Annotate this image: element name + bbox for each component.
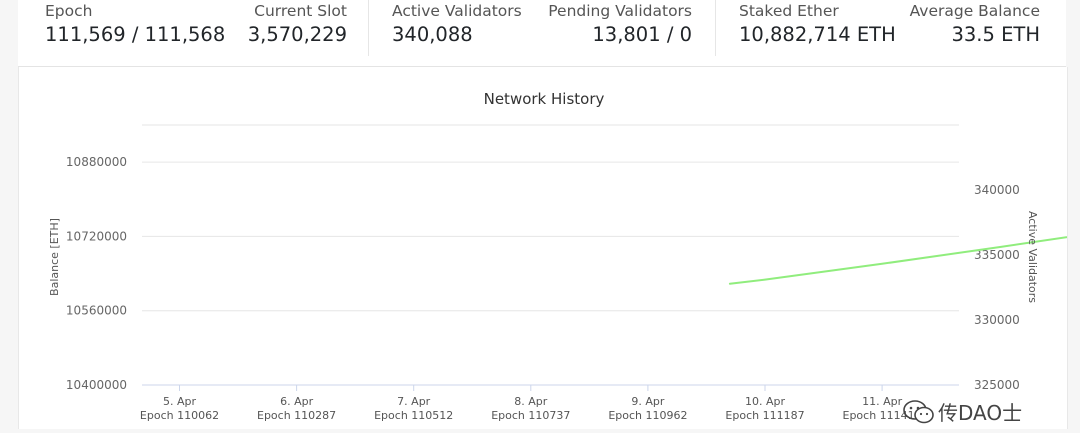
- y-tick-label: 10880000: [66, 155, 127, 169]
- network-stats-bar: Epoch 111,569 / 111,568 Current Slot 3,5…: [18, 0, 1066, 67]
- chart-title: Network History: [484, 90, 605, 108]
- stat-staked-ether-value: 10,882,714 ETH: [739, 23, 896, 46]
- stats-divider: [715, 0, 716, 56]
- x-tick-label-epoch: Epoch 110737: [491, 409, 570, 422]
- x-tick-label-epoch: Epoch 110512: [374, 409, 453, 422]
- y-axis-balance: 10400000 10560000 10720000 10880000: [66, 155, 127, 392]
- stat-average-balance-value: 33.5 ETH: [951, 23, 1040, 46]
- y-tick-label: 10720000: [66, 229, 127, 243]
- x-tick-label-date: 6. Apr: [280, 395, 313, 408]
- y-tick-label: 10560000: [66, 304, 127, 318]
- stat-active-validators-value: 340,088: [392, 23, 473, 46]
- stat-average-balance-label: Average Balance: [909, 2, 1040, 20]
- chart-series[interactable]: [728, 167, 1080, 285]
- x-tick-label-epoch: Epoch 110062: [140, 409, 219, 422]
- watermark-text: 传DAO士: [938, 401, 1023, 425]
- x-tick-label-date: 8. Apr: [514, 395, 547, 408]
- chart-gridlines: [142, 124, 959, 386]
- y-axis-active-validators: 325000 330000 335000 340000: [974, 183, 1020, 392]
- stat-current-slot-label: Current Slot: [254, 2, 347, 20]
- stat-staked-ether-label: Staked Ether: [739, 2, 839, 20]
- stats-divider: [368, 0, 369, 56]
- y2-tick-label: 340000: [974, 183, 1020, 197]
- series-line-balance[interactable]: [728, 167, 1080, 285]
- stat-active-validators-label: Active Validators: [392, 2, 522, 20]
- stat-current-slot-value: 3,570,229: [247, 23, 347, 46]
- x-tick-label-epoch: Epoch 110287: [257, 409, 336, 422]
- y-axis-title: Balance [ETH]: [48, 218, 61, 296]
- y2-axis-title: Active Validators: [1026, 211, 1039, 303]
- x-tick-label-date: 7. Apr: [397, 395, 430, 408]
- x-tick-label-date: 9. Apr: [631, 395, 664, 408]
- x-tick-label-date: 10. Apr: [745, 395, 785, 408]
- x-tick-label-epoch: Epoch 111412: [843, 409, 922, 422]
- stat-pending-validators-label: Pending Validators: [548, 2, 692, 20]
- wechat-logo-icon: [903, 400, 934, 424]
- y2-tick-label: 330000: [974, 313, 1020, 327]
- network-history-card: 5. Apr Epoch 110062 6. Apr Epoch 110287 7. A…: [18, 67, 1080, 429]
- y2-tick-label: 335000: [974, 248, 1020, 262]
- x-tick-label-epoch: Epoch 110962: [608, 409, 687, 422]
- stat-pending-validators-value: 13,801 / 0: [592, 23, 692, 46]
- x-tick-label-date: 5. Apr: [163, 395, 196, 408]
- watermark: 传DAO士: [902, 396, 1072, 426]
- stat-epoch-label: Epoch: [45, 2, 93, 20]
- x-tick-label-date: 11. Apr: [862, 395, 902, 408]
- x-tick-label-epoch: Epoch 111187: [725, 409, 804, 422]
- stat-epoch-value: 111,569 / 111,568: [45, 23, 226, 46]
- y-tick-label: 10400000: [66, 378, 127, 392]
- y2-tick-label: 325000: [974, 378, 1020, 392]
